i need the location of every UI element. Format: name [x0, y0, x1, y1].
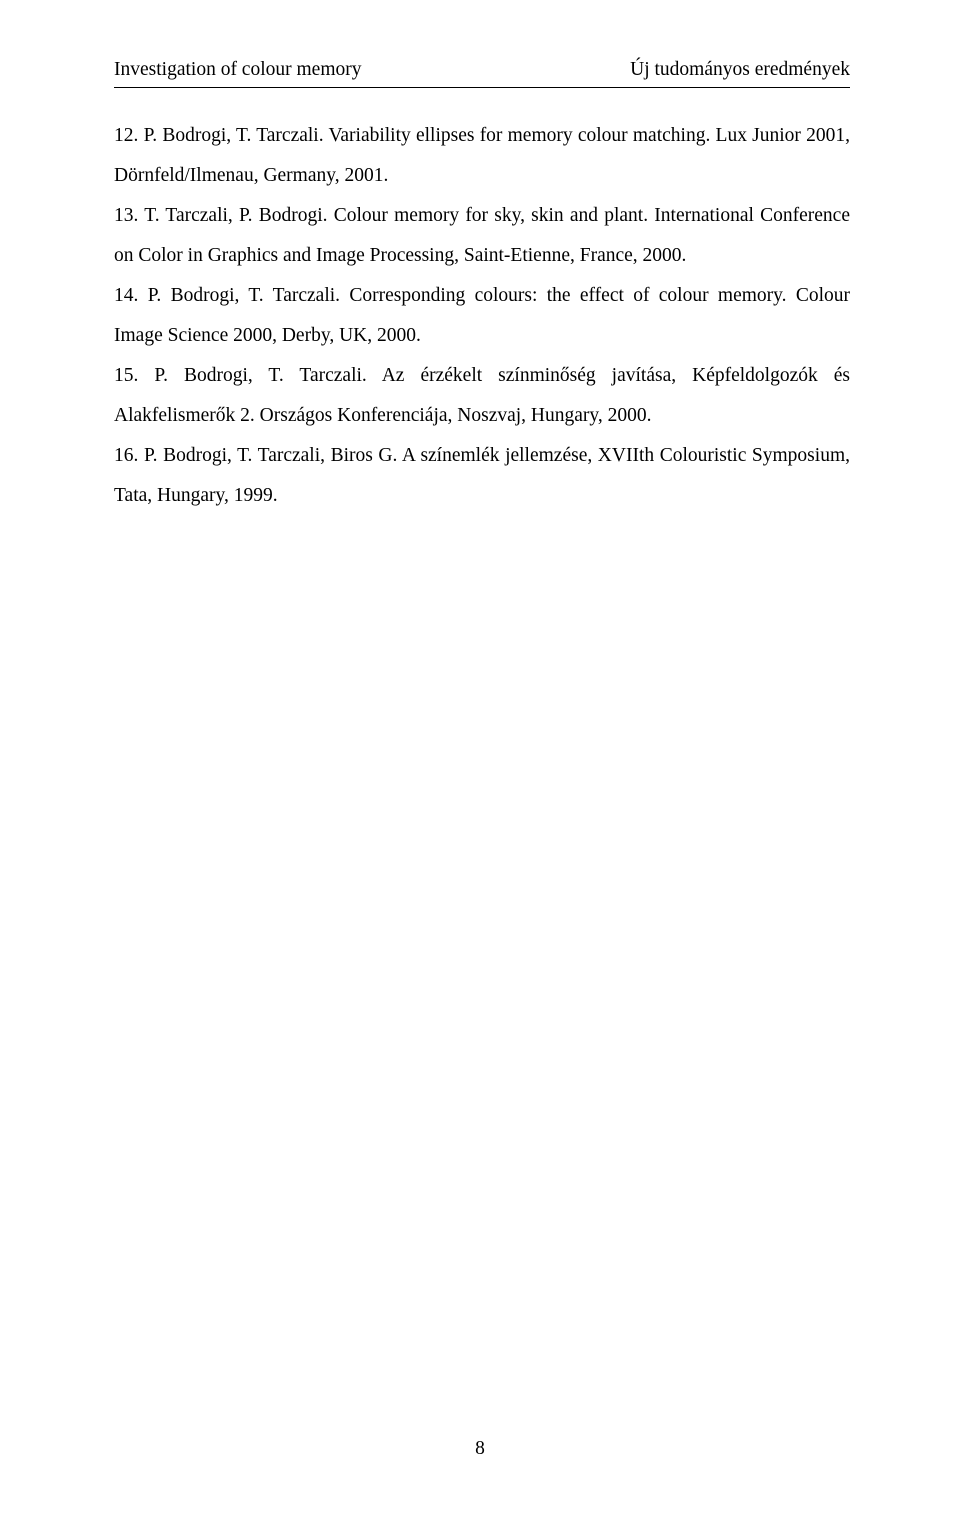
- header-right: Új tudományos eredmények: [630, 58, 850, 81]
- page-number: 8: [0, 1438, 960, 1460]
- page: Investigation of colour memory Új tudomá…: [0, 0, 960, 1516]
- header-rule: [114, 87, 850, 88]
- body-text: 12. P. Bodrogi, T. Tarczali. Variability…: [114, 116, 850, 516]
- reference-16: 16. P. Bodrogi, T. Tarczali, Biros G. A …: [114, 436, 850, 516]
- reference-15: 15. P. Bodrogi, T. Tarczali. Az érzékelt…: [114, 356, 850, 436]
- reference-12: 12. P. Bodrogi, T. Tarczali. Variability…: [114, 116, 850, 196]
- running-header: Investigation of colour memory Új tudomá…: [114, 58, 850, 87]
- reference-13: 13. T. Tarczali, P. Bodrogi. Colour memo…: [114, 196, 850, 276]
- header-left: Investigation of colour memory: [114, 58, 361, 81]
- reference-14: 14. P. Bodrogi, T. Tarczali. Correspondi…: [114, 276, 850, 356]
